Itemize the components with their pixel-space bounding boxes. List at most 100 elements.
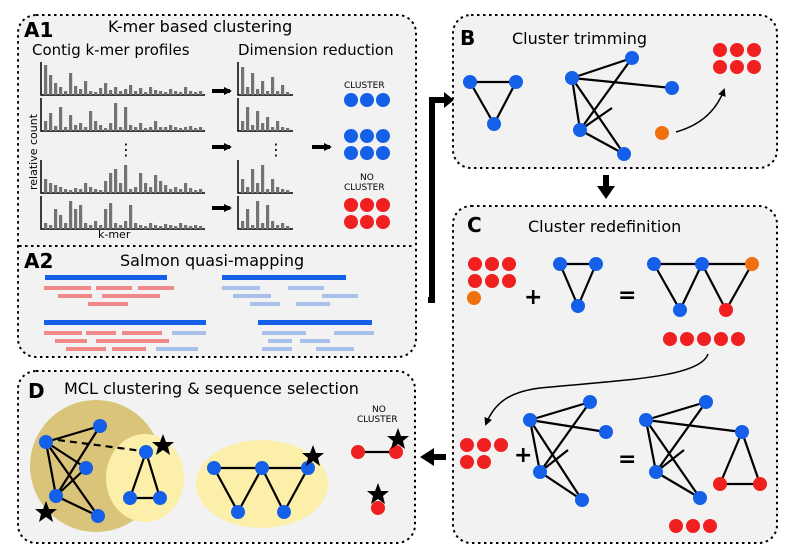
- histogram-bar: [144, 183, 148, 193]
- read-bar: [96, 286, 132, 290]
- panel-d: D MCL clustering & sequence selection: [17, 370, 416, 544]
- blue-node: [589, 257, 603, 271]
- blue-node: [153, 491, 167, 505]
- blue-node: [360, 129, 374, 143]
- histogram-bar: [124, 89, 128, 95]
- histogram-bar: [256, 183, 260, 193]
- histogram-bar: [281, 189, 285, 193]
- blue-node: [673, 303, 687, 317]
- histogram-bar: [271, 221, 275, 229]
- red-node: [376, 215, 390, 229]
- blue-node: [735, 425, 749, 439]
- curved-arrow-icon: [675, 88, 726, 133]
- histogram-bar: [286, 226, 290, 229]
- red-node: [468, 257, 482, 271]
- histogram-bar: [149, 127, 153, 131]
- histogram-bar: [199, 189, 203, 193]
- read-bar: [135, 339, 169, 343]
- histogram-bar: [246, 187, 250, 193]
- ellipsis-reduced: ⋮: [268, 140, 284, 159]
- histogram-bar: [261, 223, 265, 229]
- read-mapping-group-4: [258, 320, 374, 351]
- histogram-bar: [241, 121, 245, 131]
- histogram-bar: [94, 189, 98, 193]
- orange-node: [745, 257, 759, 271]
- histogram-bar: [114, 223, 118, 229]
- red-node: [494, 438, 508, 452]
- histogram-bar: [241, 67, 245, 95]
- histogram-bar: [144, 92, 148, 95]
- histogram-bar: [104, 181, 108, 193]
- red-node: [389, 445, 403, 459]
- d-no-cluster-label-line2: CLUSTER: [357, 415, 398, 425]
- histogram-bar: [64, 189, 68, 193]
- read-bar: [55, 339, 87, 343]
- kmer-profile-4: [40, 196, 205, 230]
- c-red-row-5: [663, 332, 745, 346]
- histogram-bar: [184, 183, 188, 193]
- read-bar: [262, 347, 292, 351]
- blue-node: [49, 489, 63, 503]
- red-node: [753, 477, 767, 491]
- histogram-bar: [104, 128, 108, 131]
- histogram-bar: [104, 83, 108, 95]
- histogram-bar: [139, 225, 143, 229]
- histogram-bar: [99, 225, 103, 229]
- histogram-bar: [109, 90, 113, 95]
- histogram-bar: [59, 107, 63, 131]
- histogram-bar: [49, 183, 53, 193]
- histogram-bar: [189, 188, 193, 193]
- histogram-bar: [99, 125, 103, 131]
- histogram-bar: [89, 187, 93, 193]
- histogram-bar: [276, 121, 280, 131]
- histogram-bar: [79, 189, 83, 193]
- histogram-bar: [154, 175, 158, 193]
- histogram-bar: [164, 92, 168, 95]
- histogram-bar: [89, 111, 93, 131]
- histogram-bar: [84, 127, 88, 131]
- histogram-bar: [174, 127, 178, 131]
- blue-node: [360, 146, 374, 160]
- red-node: [747, 43, 761, 57]
- histogram-bar: [74, 125, 78, 131]
- histogram-bar: [109, 173, 113, 193]
- histogram-bar: [64, 91, 68, 95]
- histogram-bar: [179, 223, 183, 229]
- histogram-bar: [54, 126, 58, 131]
- histogram-bar: [154, 225, 158, 229]
- blue-node: [277, 505, 291, 519]
- histogram-bar: [189, 91, 193, 95]
- panel-a2-title: Salmon quasi-mapping: [120, 251, 304, 270]
- read-bar: [44, 331, 82, 335]
- blue-node: [344, 129, 358, 143]
- histogram-bar: [199, 226, 203, 229]
- contig-bar: [258, 320, 372, 325]
- histogram-bar: [89, 225, 93, 229]
- histogram-bar: [69, 190, 73, 193]
- histogram-bar: [129, 85, 133, 95]
- blue-node: [301, 461, 315, 475]
- histogram-bar: [44, 179, 48, 193]
- blue-node: [463, 75, 477, 89]
- histogram-bar: [64, 127, 68, 131]
- blue-node: [231, 505, 245, 519]
- histogram-bar: [251, 225, 255, 229]
- panel-a: A1 K-mer based clustering Contig k-mer p…: [17, 14, 417, 358]
- red-node: [485, 257, 499, 271]
- red-node: [730, 43, 744, 57]
- red-node: [697, 332, 711, 346]
- red-node: [344, 215, 358, 229]
- x-axis-label: k-mer: [98, 228, 131, 241]
- histogram-bar: [84, 81, 88, 95]
- blue-node: [255, 461, 269, 475]
- histogram-bar: [251, 73, 255, 95]
- red-node: [669, 519, 683, 533]
- histogram-bar: [84, 223, 88, 229]
- blue-node: [376, 129, 390, 143]
- red-node: [730, 60, 744, 74]
- histogram-bar: [194, 190, 198, 193]
- histogram-bar: [169, 125, 173, 131]
- histogram-bar: [266, 91, 270, 95]
- histogram-bar: [189, 126, 193, 131]
- contig-bar: [222, 275, 346, 280]
